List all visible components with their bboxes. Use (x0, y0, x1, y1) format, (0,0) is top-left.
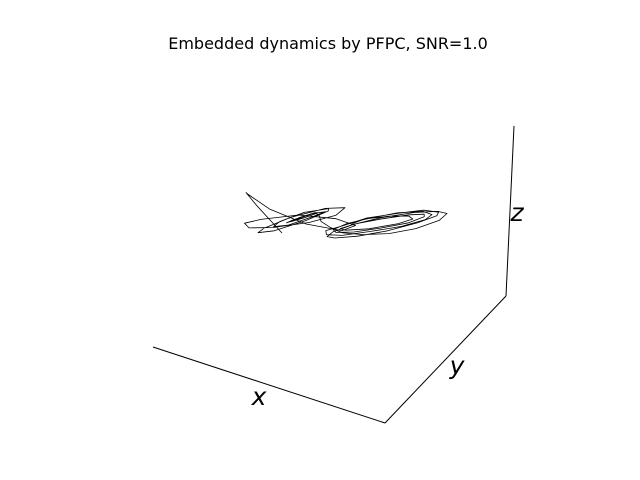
y-axis-line (384, 295, 507, 424)
z-axis-label: z (509, 198, 524, 227)
x-axis-line (152, 346, 386, 424)
trajectory-line-0 (244, 192, 448, 239)
y-axis-label: y (449, 351, 466, 380)
chart-title: Embedded dynamics by PFPC, SNR=1.0 (168, 34, 488, 53)
plot-area (244, 192, 448, 239)
axes-3d (152, 125, 515, 424)
z-axis-line (505, 125, 515, 297)
x-axis-label: x (251, 382, 267, 411)
